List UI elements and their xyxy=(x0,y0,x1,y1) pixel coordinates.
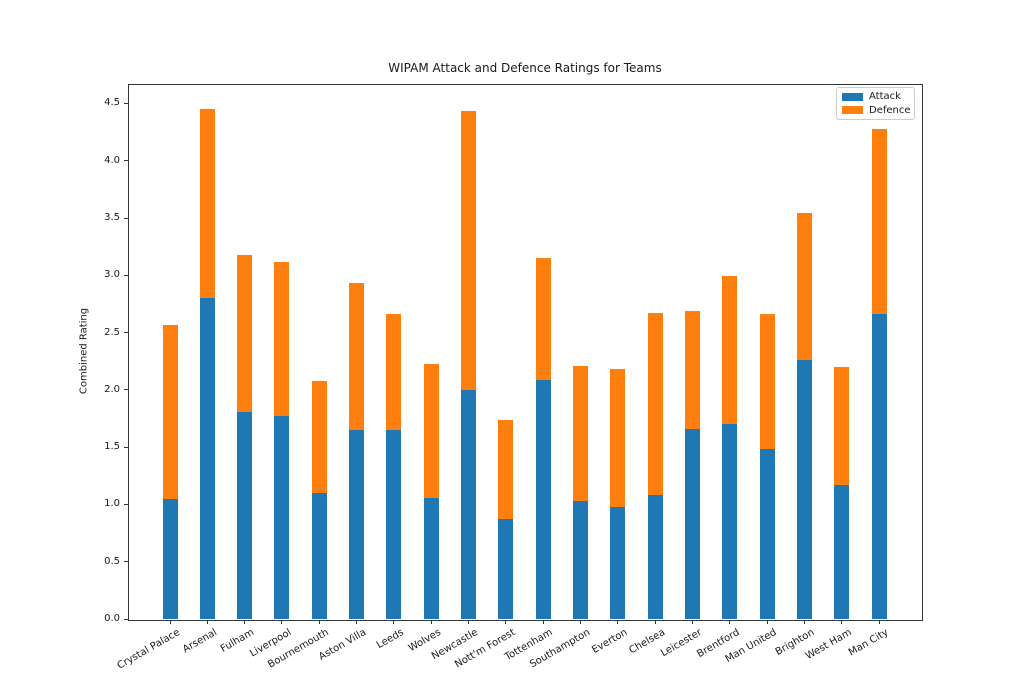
bar-tottenham-attack xyxy=(535,379,551,619)
legend-defence-label: Defence xyxy=(869,104,911,116)
bar-chelsea-attack xyxy=(647,495,663,619)
bar-leeds-attack xyxy=(386,429,402,619)
bar-west-ham-attack xyxy=(834,484,850,619)
bar-man-city-attack xyxy=(871,314,887,619)
bar-arsenal-attack xyxy=(199,298,215,619)
bar-arsenal-defence xyxy=(199,109,215,299)
y-tick-mark xyxy=(124,618,128,620)
legend-entry-defence: Defence xyxy=(837,105,914,116)
x-tick-mark xyxy=(505,620,507,624)
x-tick-label-leeds: Leeds xyxy=(374,627,406,652)
bar-leicester-attack xyxy=(685,428,701,619)
x-tick-mark xyxy=(878,620,880,624)
x-tick-mark xyxy=(692,620,694,624)
bar-brighton-defence xyxy=(797,213,813,361)
y-tick-mark xyxy=(124,274,128,276)
bar-nott-m-forest-attack xyxy=(498,519,514,619)
x-tick-label-everton: Everton xyxy=(590,627,630,656)
bar-bournemouth-defence xyxy=(311,380,327,493)
bar-southampton-attack xyxy=(573,501,589,619)
x-tick-mark xyxy=(169,620,171,624)
y-tick-label: 3.0 xyxy=(104,269,120,281)
y-tick-mark xyxy=(124,332,128,334)
y-tick-mark xyxy=(124,561,128,563)
legend-entry-attack: Attack xyxy=(837,91,914,102)
bar-brentford-attack xyxy=(722,424,738,619)
chart-title: WIPAM Attack and Defence Ratings for Tea… xyxy=(388,61,662,75)
y-tick-label: 2.5 xyxy=(104,326,120,338)
bar-brentford-defence xyxy=(722,276,738,425)
bar-man-united-defence xyxy=(759,314,775,450)
bar-west-ham-defence xyxy=(834,366,850,485)
y-tick-label: 3.5 xyxy=(104,212,120,224)
x-tick-mark xyxy=(206,620,208,624)
plot-area xyxy=(128,84,923,621)
y-tick-label: 4.5 xyxy=(104,97,120,109)
bar-newcastle-attack xyxy=(461,389,477,619)
bar-wolves-attack xyxy=(423,497,439,619)
y-tick-label: 1.5 xyxy=(104,441,120,453)
bar-leeds-defence xyxy=(386,314,402,430)
bar-everton-defence xyxy=(610,369,626,507)
x-tick-mark xyxy=(430,620,432,624)
legend-attack-label: Attack xyxy=(869,91,901,103)
bar-fulham-defence xyxy=(237,254,253,412)
y-tick-label: 1.0 xyxy=(104,498,120,510)
x-tick-mark xyxy=(654,620,656,624)
bar-newcastle-defence xyxy=(461,111,477,390)
bar-tottenham-defence xyxy=(535,258,551,380)
y-tick-mark xyxy=(124,102,128,104)
bar-wolves-defence xyxy=(423,363,439,498)
y-tick-mark xyxy=(124,446,128,448)
bar-southampton-defence xyxy=(573,365,589,501)
bar-aston-villa-defence xyxy=(349,283,365,430)
x-tick-mark xyxy=(281,620,283,624)
legend-attack-swatch-icon xyxy=(842,92,863,101)
x-tick-label-man-city: Man City xyxy=(847,627,891,659)
y-tick-mark xyxy=(124,217,128,219)
y-axis-label: Combined Rating xyxy=(78,307,90,395)
bar-liverpool-defence xyxy=(274,261,290,417)
legend-defence-swatch-icon xyxy=(842,106,863,115)
y-tick-mark xyxy=(124,503,128,505)
bar-liverpool-attack xyxy=(274,416,290,619)
x-tick-label-arsenal: Arsenal xyxy=(180,627,219,656)
x-tick-mark xyxy=(766,620,768,624)
y-tick-mark xyxy=(124,389,128,391)
x-tick-mark xyxy=(244,620,246,624)
x-tick-mark xyxy=(318,620,320,624)
x-tick-mark xyxy=(580,620,582,624)
y-tick-label: 2.0 xyxy=(104,383,120,395)
y-tick-label: 0.0 xyxy=(104,613,120,624)
bar-leicester-defence xyxy=(685,310,701,429)
bar-crystal-palace-defence xyxy=(162,324,178,499)
bar-brighton-attack xyxy=(797,360,813,619)
y-tick-label: 4.0 xyxy=(104,154,120,166)
x-tick-mark xyxy=(393,620,395,624)
x-tick-mark xyxy=(804,620,806,624)
bar-aston-villa-attack xyxy=(349,429,365,619)
bar-everton-attack xyxy=(610,506,626,619)
bar-bournemouth-attack xyxy=(311,492,327,619)
bar-chelsea-defence xyxy=(647,313,663,496)
x-tick-mark xyxy=(617,620,619,624)
x-tick-mark xyxy=(356,620,358,624)
x-tick-mark xyxy=(841,620,843,624)
x-tick-mark xyxy=(729,620,731,624)
x-tick-mark xyxy=(542,620,544,624)
bar-crystal-palace-attack xyxy=(162,498,178,619)
bar-fulham-attack xyxy=(237,411,253,619)
y-tick-label: 0.5 xyxy=(104,555,120,567)
bar-man-united-attack xyxy=(759,449,775,619)
legend: Attack Defence xyxy=(836,87,915,120)
y-tick-mark xyxy=(124,160,128,162)
x-tick-mark xyxy=(468,620,470,624)
bar-man-city-defence xyxy=(871,128,887,315)
bar-nott-m-forest-defence xyxy=(498,419,514,520)
x-tick-label-crystal-palace: Crystal Palace xyxy=(114,627,182,672)
